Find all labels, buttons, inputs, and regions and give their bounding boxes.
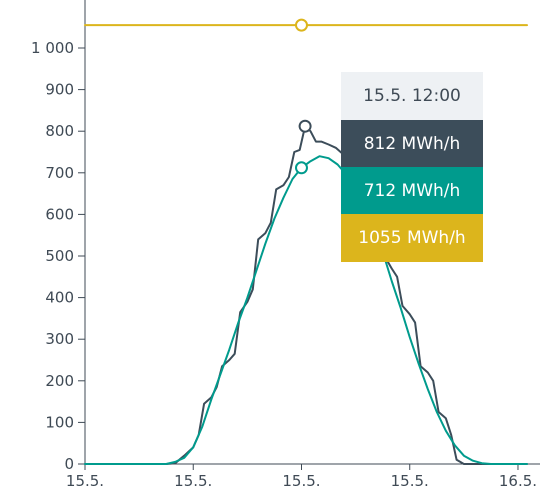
tooltip-value-series-3: 1055 MWh/h	[341, 214, 483, 262]
hover-marker-3	[294, 18, 308, 32]
x-tick-label: 16.5.	[499, 472, 537, 490]
y-axis: 0 100 200 300 400 500 600 700 800 900 1 000	[31, 0, 86, 473]
tooltip-value-series-1: 812 MWh/h	[341, 120, 483, 168]
y-tick-label: 400	[45, 289, 74, 307]
y-tick-label: 1 000	[31, 39, 74, 57]
series-line-2	[84, 155, 528, 465]
x-tick-label: 15.5.	[282, 472, 320, 490]
x-tick-label: 15.5.	[66, 472, 104, 490]
x-axis: 15.5. 15.5. 15.5. 15.5. 16.5.	[66, 463, 540, 490]
y-tick-label: 500	[45, 247, 74, 265]
hover-marker-1	[298, 119, 312, 133]
y-tick-label: 600	[45, 205, 74, 223]
y-tick-label: 100	[45, 413, 74, 431]
y-tick-label: 900	[45, 81, 74, 99]
x-tick-label: 15.5.	[391, 472, 429, 490]
x-tick-label: 15.5.	[174, 472, 212, 490]
hover-marker-2	[294, 161, 308, 175]
tooltip-value-series-2: 712 MWh/h	[341, 167, 483, 215]
y-tick-label: 200	[45, 372, 74, 390]
y-tick-label: 800	[45, 122, 74, 140]
y-tick-label: 700	[45, 164, 74, 182]
y-tick-label: 300	[45, 330, 74, 348]
y-tick-label: 0	[64, 455, 74, 473]
tooltip-time: 15.5. 12:00	[341, 72, 483, 120]
marker-layer	[294, 18, 312, 175]
